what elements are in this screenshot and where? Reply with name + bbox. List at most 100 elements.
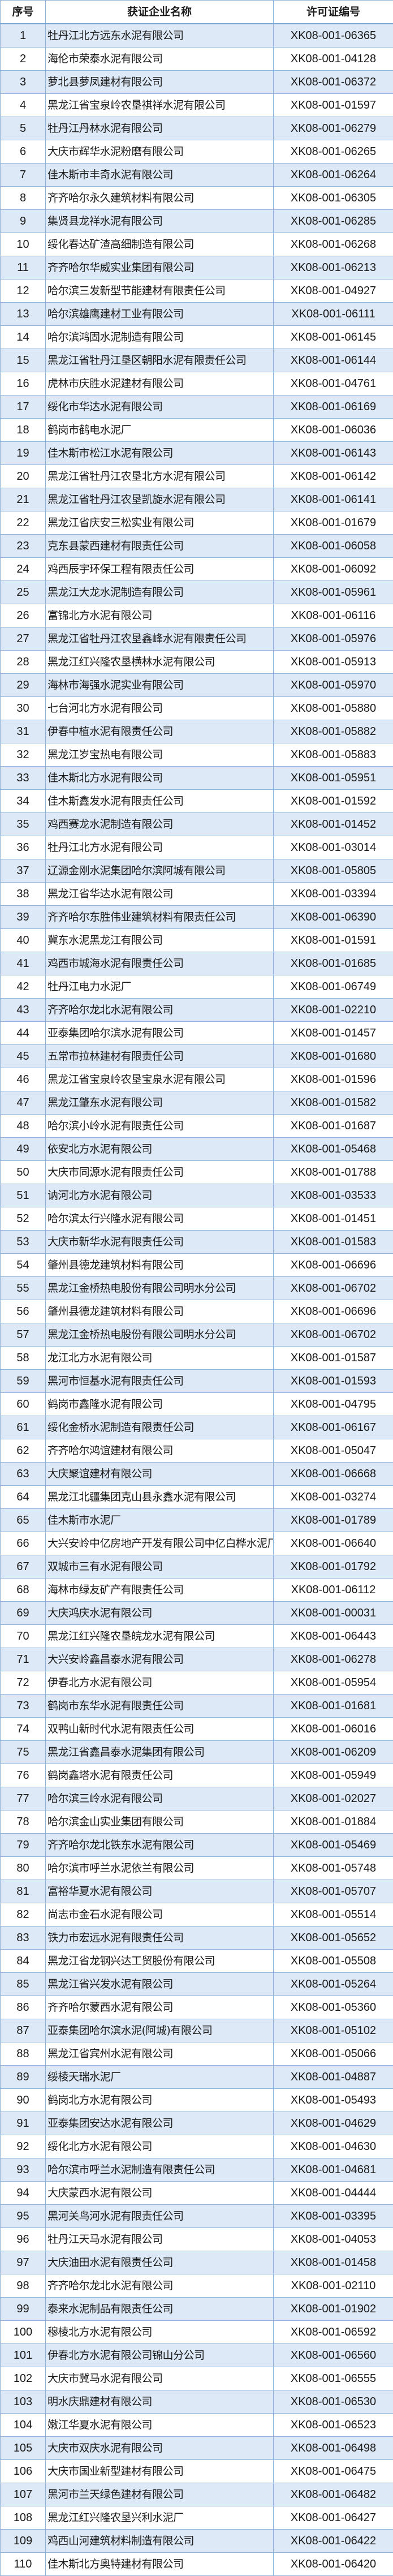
row-license-number: XK08-001-01591 [274, 929, 393, 952]
row-company-name: 大庆市同源水泥有限责任公司 [46, 1161, 274, 1184]
row-company-name: 大庆市双庆水泥有限公司 [46, 2437, 274, 2460]
row-seq: 66 [1, 1532, 46, 1555]
row-license-number: XK08-001-05469 [274, 1834, 393, 1857]
row-seq: 1 [1, 24, 46, 48]
row-seq: 59 [1, 1370, 46, 1393]
row-license-number: XK08-001-06279 [274, 117, 393, 140]
row-seq: 2 [1, 48, 46, 71]
row-license-number: XK08-001-06702 [274, 1323, 393, 1347]
row-license-number: XK08-001-01788 [274, 1161, 393, 1184]
row-seq: 13 [1, 303, 46, 326]
row-seq: 87 [1, 2019, 46, 2042]
row-company-name: 哈尔滨市呼兰水泥依兰有限公司 [46, 1857, 274, 1880]
row-license-number: XK08-001-05954 [274, 1671, 393, 1695]
row-license-number: XK08-001-06016 [274, 1718, 393, 1741]
row-company-name: 大兴安岭中亿房地产开发有限公司中亿白桦水泥厂 [46, 1532, 274, 1555]
row-license-number: XK08-001-06058 [274, 535, 393, 558]
row-license-number: XK08-001-00031 [274, 1602, 393, 1625]
row-seq: 88 [1, 2042, 46, 2066]
row-company-name: 齐齐哈尔龙北水泥有限公司 [46, 999, 274, 1022]
row-license-number: XK08-001-05468 [274, 1138, 393, 1161]
row-license-number: XK08-001-01902 [274, 2298, 393, 2321]
row-seq: 82 [1, 1903, 46, 1926]
row-seq: 60 [1, 1393, 46, 1416]
row-company-name: 黑龙江省庆安三松实业有限公司 [46, 511, 274, 535]
row-license-number: XK08-001-04630 [274, 2135, 393, 2158]
row-company-name: 牡丹江北方远东水泥有限公司 [46, 24, 274, 48]
row-seq: 47 [1, 1091, 46, 1115]
row-seq: 56 [1, 1300, 46, 1323]
row-seq: 110 [1, 2553, 46, 2576]
table-header-row: 序号 获证企业名称 许可证编号 [1, 1, 393, 24]
row-company-name: 亚泰集团哈尔滨水泥(阿城)有限公司 [46, 2019, 274, 2042]
row-seq: 99 [1, 2298, 46, 2321]
row-seq: 5 [1, 117, 46, 140]
row-seq: 90 [1, 2089, 46, 2112]
row-company-name: 鹤岗市鹤电水泥厂 [46, 419, 274, 442]
row-license-number: XK08-001-06372 [274, 71, 393, 94]
row-license-number: XK08-001-06169 [274, 395, 393, 419]
row-company-name: 黑龙江省牡丹江农垦凯旋水泥有限公司 [46, 488, 274, 511]
row-company-name: 亚泰集团哈尔滨水泥有限公司 [46, 1022, 274, 1045]
row-license-number: XK08-001-05102 [274, 2019, 393, 2042]
row-company-name: 肇州县德龙建筑材料有限公司 [46, 1300, 274, 1323]
row-license-number: XK08-001-05508 [274, 1950, 393, 1973]
row-license-number: XK08-001-02110 [274, 2274, 393, 2298]
row-license-number: XK08-001-05882 [274, 720, 393, 743]
row-license-number: XK08-001-06696 [274, 1300, 393, 1323]
row-license-number: XK08-001-06475 [274, 2460, 393, 2483]
row-seq: 32 [1, 743, 46, 767]
row-seq: 69 [1, 1602, 46, 1625]
row-company-name: 哈尔滨金山实业集团有限公司 [46, 1810, 274, 1834]
row-company-name: 绥化春达矿渣高细制造有限公司 [46, 233, 274, 256]
row-company-name: 鹤岗市东华水泥有限责任公司 [46, 1695, 274, 1718]
row-license-number: XK08-001-06112 [274, 1579, 393, 1602]
row-license-number: XK08-001-06264 [274, 164, 393, 187]
row-seq: 103 [1, 2390, 46, 2414]
row-company-name: 大庆聚谊建材有限公司 [46, 1463, 274, 1486]
row-company-name: 黑龙江肇东水泥有限公司 [46, 1091, 274, 1115]
row-company-name: 依安北方水泥有限公司 [46, 1138, 274, 1161]
row-seq: 107 [1, 2483, 46, 2506]
row-company-name: 绥化北方水泥有限公司 [46, 2135, 274, 2158]
row-company-name: 黑龙江省华达水泥有限公司 [46, 883, 274, 906]
row-license-number: XK08-001-06749 [274, 975, 393, 999]
row-license-number: XK08-001-01680 [274, 1045, 393, 1068]
row-company-name: 牡丹江丹林水泥有限公司 [46, 117, 274, 140]
row-seq: 57 [1, 1323, 46, 1347]
row-seq: 17 [1, 395, 46, 419]
row-company-name: 鸡西辰宇环保工程有限责任公司 [46, 558, 274, 581]
row-license-number: XK08-001-06443 [274, 1625, 393, 1648]
row-license-number: XK08-001-01582 [274, 1091, 393, 1115]
row-seq: 85 [1, 1973, 46, 1996]
row-license-number: XK08-001-04128 [274, 48, 393, 71]
row-license-number: XK08-001-06560 [274, 2344, 393, 2367]
row-company-name: 绥化市华达水泥有限公司 [46, 395, 274, 419]
row-company-name: 黑龙江省牡丹江农垦鑫峰水泥有限责任公司 [46, 627, 274, 651]
row-seq: 6 [1, 140, 46, 164]
row-seq: 92 [1, 2135, 46, 2158]
row-license-number: XK08-001-05880 [274, 697, 393, 720]
row-seq: 14 [1, 326, 46, 349]
row-seq: 29 [1, 674, 46, 697]
